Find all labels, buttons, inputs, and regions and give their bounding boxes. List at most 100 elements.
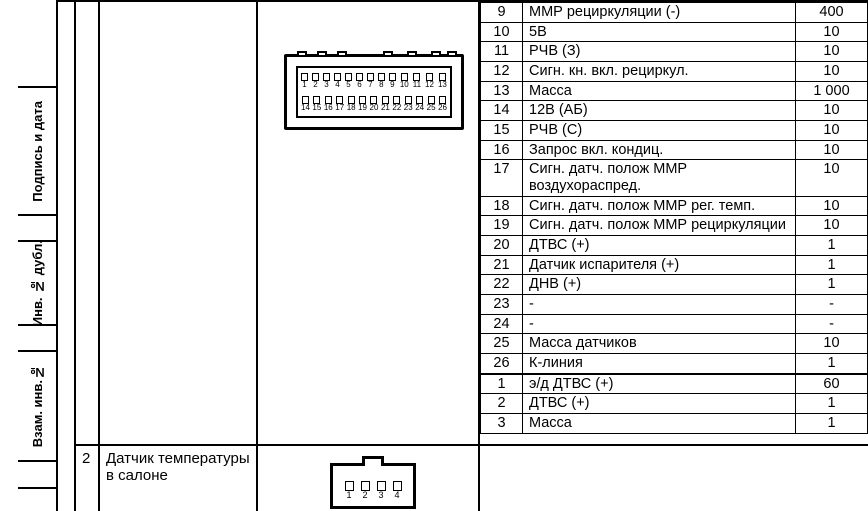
pin-description: Масса: [523, 81, 796, 101]
connector-pin: 19: [358, 96, 367, 112]
pin-number: 1: [481, 374, 523, 394]
pin-description: -: [523, 314, 796, 334]
pin-number: 12: [481, 62, 523, 82]
pin-row: 25Масса датчиков10: [481, 334, 868, 354]
connector-pin: 13: [438, 73, 447, 89]
pin-row: 2ДТВС (+)1: [481, 394, 868, 414]
connector-pin: 25: [427, 96, 436, 112]
pin-value: 60: [796, 374, 868, 394]
connector-pin: 26: [438, 96, 447, 112]
connector1-row1: 12345678910111213: [301, 73, 447, 89]
pin-description: Запрос вкл. кондиц.: [523, 140, 796, 160]
pin-description: -: [523, 295, 796, 315]
pin-value: 10: [796, 196, 868, 216]
pin-value: 10: [796, 121, 868, 141]
pin-row: 24--: [481, 314, 868, 334]
pin-number: 21: [481, 255, 523, 275]
pin-number: 23: [481, 295, 523, 315]
pin-description: ММР рециркуляции (-): [523, 3, 796, 23]
pin-row: 3Масса1: [481, 414, 868, 434]
pin-description: Сигн. датч. полож ММР рег. темп.: [523, 196, 796, 216]
pin-value: 1: [796, 236, 868, 256]
pin-row: 15РЧВ (С)10: [481, 121, 868, 141]
pin-description: 5В: [523, 22, 796, 42]
main-area: 2 Датчик температуры в салоне: [58, 0, 868, 511]
connector-pin: 10: [400, 73, 409, 89]
pin-description: э/д ДТВС (+): [523, 374, 796, 394]
pin-value: 1: [796, 354, 868, 374]
pin-row: 12Сигн. кн. вкл. рециркул.10: [481, 62, 868, 82]
pin-number: 11: [481, 42, 523, 62]
pin-number: 25: [481, 334, 523, 354]
pin-description: ДТВС (+): [523, 394, 796, 414]
pin-value: 10: [796, 62, 868, 82]
connector-pin: 7: [367, 73, 374, 89]
pin-description: Масса: [523, 414, 796, 434]
pin-row: 26К-линия1: [481, 354, 868, 374]
connector-pin: 1: [345, 481, 354, 500]
pin-number: 16: [481, 140, 523, 160]
connector-pin: 21: [381, 96, 390, 112]
pin-table: 9ММР рециркуляции (-)400105В1011РЧВ (З)1…: [480, 2, 868, 434]
connector-26pin: 12345678910111213 1415161718192021222324…: [284, 54, 464, 130]
pin-number: 19: [481, 216, 523, 236]
pin-value: 10: [796, 140, 868, 160]
pin-value: 1: [796, 255, 868, 275]
pin-row: 105В10: [481, 22, 868, 42]
connector-pin: 3: [323, 73, 330, 89]
pin-row: 18Сигн. датч. полож ММР рег. темп.10: [481, 196, 868, 216]
pin-description: К-линия: [523, 354, 796, 374]
connector-pin: 4: [334, 73, 341, 89]
side-label-vzam-inv: Взам. инв.№: [30, 365, 45, 447]
pin-number: 24: [481, 314, 523, 334]
pin-description: Сигн. датч. полож ММР воздухораспред.: [523, 160, 796, 196]
connector1-row2: 14151617181920212223242526: [301, 96, 447, 112]
connector-pin: 22: [392, 96, 401, 112]
pin-number: 15: [481, 121, 523, 141]
pin-number: 2: [481, 394, 523, 414]
connector-pin: 15: [312, 96, 321, 112]
pin-description: ДТВС (+): [523, 236, 796, 256]
connector-pin: 1: [301, 73, 308, 89]
pin-row: 20ДТВС (+)1: [481, 236, 868, 256]
connector-pin: 14: [301, 96, 310, 112]
pin-row: 19Сигн. датч. полож ММР рециркуляции10: [481, 216, 868, 236]
connector-pin: 20: [370, 96, 379, 112]
title-block-side: Подпись и дата Инв. № дубл. Взам. инв.№: [0, 0, 58, 511]
col-pin-table: 9ММР рециркуляции (-)400105В1011РЧВ (З)1…: [480, 2, 868, 511]
pin-number: 13: [481, 81, 523, 101]
col-name: Датчик температуры в салоне: [100, 2, 258, 511]
pin-description: Датчик испарителя (+): [523, 255, 796, 275]
pin-value: 1 000: [796, 81, 868, 101]
connector-pin: 9: [389, 73, 396, 89]
pin-description: Сигн. кн. вкл. рециркул.: [523, 62, 796, 82]
connector-4pin: 1234: [330, 463, 416, 509]
connector-pin: 24: [415, 96, 424, 112]
pin-row: 21Датчик испарителя (+)1: [481, 255, 868, 275]
pin-value: 10: [796, 216, 868, 236]
pin-description: 12В (АБ): [523, 101, 796, 121]
connector-pin: 6: [356, 73, 363, 89]
pin-row: 13Масса1 000: [481, 81, 868, 101]
connector-pin: 12: [425, 73, 434, 89]
side-label-signature: Подпись и дата: [30, 101, 45, 202]
connector-pin: 3: [377, 481, 386, 500]
pin-number: 18: [481, 196, 523, 216]
pin-value: 10: [796, 42, 868, 62]
connector-pin: 4: [393, 481, 402, 500]
pin-row: 17Сигн. датч. полож ММР воздухораспред.1…: [481, 160, 868, 196]
pin-value: 1: [796, 414, 868, 434]
col-connector: 12345678910111213 1415161718192021222324…: [258, 2, 480, 511]
col-number: 2: [76, 2, 100, 511]
pin-row: 9ММР рециркуляции (-)400: [481, 3, 868, 23]
pin-number: 17: [481, 160, 523, 196]
pin-value: 400: [796, 3, 868, 23]
connector-pin: 2: [361, 481, 370, 500]
pin-description: Масса датчиков: [523, 334, 796, 354]
pin-row: 1412В (АБ)10: [481, 101, 868, 121]
connector-pin: 23: [404, 96, 413, 112]
pin-value: 10: [796, 334, 868, 354]
pin-value: 1: [796, 394, 868, 414]
connector-pin: 17: [335, 96, 344, 112]
pin-row: 11РЧВ (З)10: [481, 42, 868, 62]
